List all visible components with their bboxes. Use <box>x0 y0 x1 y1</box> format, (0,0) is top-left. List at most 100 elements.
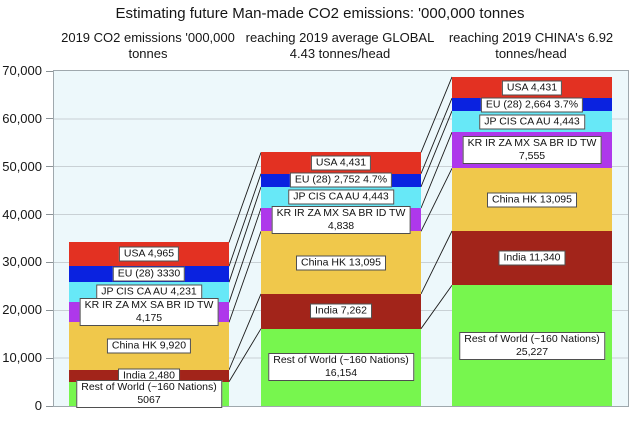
y-axis-tick <box>46 118 53 120</box>
connector-line <box>228 152 262 243</box>
bar-2019-actual: USA 4,965 EU (28) 3330 JP CIS CA AU 4,231 K… <box>69 242 229 408</box>
segment-label-line: USA 4,431 <box>506 81 558 94</box>
bar-segment-india: India 7,262 <box>261 293 421 329</box>
segment-label-rest-of-world-160-nations: Rest of World (~160 Nations) 25,227 <box>459 331 605 360</box>
column-header-line: tonnes/head <box>495 46 567 61</box>
segment-label-line: JP CIS CA AU 4,443 <box>293 190 389 203</box>
column-header-3: reaching 2019 CHINA's 6.92 tonnes/head <box>421 30 640 62</box>
y-axis-label: 50,000 <box>2 158 42 174</box>
y-axis-label: 30,000 <box>2 254 42 270</box>
connector-line <box>228 231 262 323</box>
segment-label-line: China HK 9,920 <box>111 339 187 352</box>
segment-label-usa: USA 4,965 <box>118 246 180 262</box>
bar-segment-jp-cis-ca-au: JP CIS CA AU 4,231 <box>69 282 229 303</box>
column-header-2: reaching 2019 average GLOBAL 4.43 tonnes/… <box>230 30 450 62</box>
segment-label-line: JP CIS CA AU 4,443 <box>484 115 580 128</box>
bar-segment-india: India 2,480 <box>69 368 229 384</box>
segment-label-line: China HK 13,095 <box>301 256 381 269</box>
y-axis-tick <box>46 261 53 263</box>
y-axis-label: 20,000 <box>2 302 42 318</box>
connector-line <box>420 97 453 174</box>
segment-label-line: KR IR ZA MX SA BR ID TW <box>84 299 214 312</box>
y-axis-tick <box>46 309 53 311</box>
segment-label-india: India 11,340 <box>498 250 566 266</box>
y-axis-label: 70,000 <box>2 63 42 78</box>
column-header-line: 4.43 tonnes/head <box>289 46 391 61</box>
column-header-line: tonnes <box>128 46 168 61</box>
bar-china-level-6-92: USA 4,431 EU (28) 2,664 3.7% JP CIS CA AU … <box>452 76 612 406</box>
column-header-line: 2019 CO2 emissions '000,000 <box>61 30 235 45</box>
segment-label-line: 4,175 <box>135 312 163 325</box>
segment-label-line: 25,227 <box>515 345 549 358</box>
column-header-1: 2019 CO2 emissions '000,000 tonnes <box>38 30 258 62</box>
segment-label-line: KR IR ZA MX SA BR ID TW <box>276 206 406 219</box>
bar-segment-usa: USA 4,431 <box>452 76 612 99</box>
y-axis-label: 60,000 <box>2 110 42 126</box>
bar-segment-eu-28: EU (28) 3330 <box>69 266 229 283</box>
segment-label-china-hk: China HK 13,095 <box>487 192 577 208</box>
connector-line <box>420 76 453 153</box>
bar-segment-kr-ir-za-mx-sa-br-id-tw: KR IR ZA MX SA BR ID TW 4,838 <box>261 205 421 234</box>
segment-label-line: USA 4,965 <box>123 247 175 260</box>
connector-lines <box>228 76 453 382</box>
segment-label-line: India 11,340 <box>503 251 561 264</box>
segment-label-line: KR IR ZA MX SA BR ID TW <box>467 137 597 150</box>
segment-label-jp-cis-ca-au: JP CIS CA AU 4,443 <box>288 189 394 205</box>
segment-label-jp-cis-ca-au: JP CIS CA AU 4,443 <box>479 114 585 130</box>
segment-label-kr-ir-za-mx-sa-br-id-tw: KR IR ZA MX SA BR ID TW 7,555 <box>462 136 602 165</box>
segment-label-line: India 2,480 <box>123 369 175 382</box>
segment-label-china-hk: China HK 9,920 <box>106 338 192 354</box>
segment-label-line: China HK 13,095 <box>492 193 572 206</box>
segment-label-usa: USA 4,431 <box>501 80 563 96</box>
segment-label-line: EU (28) 2,752 4.7% <box>294 173 388 186</box>
connector-line <box>420 110 453 188</box>
segment-label-kr-ir-za-mx-sa-br-id-tw: KR IR ZA MX SA BR ID TW 4,838 <box>271 205 411 234</box>
segment-label-eu-28: EU (28) 2,664 3.7% <box>480 97 584 113</box>
segment-label-rest-of-world-160-nations: Rest of World (~160 Nations) 5067 <box>76 379 222 408</box>
y-axis-tick <box>46 405 53 407</box>
y-axis-label: 0 <box>34 398 42 413</box>
connector-line <box>228 186 262 283</box>
connector-line <box>420 132 453 209</box>
connector-line <box>420 230 453 295</box>
segment-label-eu-28: EU (28) 3330 <box>112 266 186 282</box>
bar-segment-rest-of-world-160-nations: Rest of World (~160 Nations) 25,227 <box>452 285 612 406</box>
connector-line <box>228 328 262 382</box>
bar-segment-jp-cis-ca-au: JP CIS CA AU 4,443 <box>261 186 421 209</box>
column-header-line: reaching 2019 CHINA's 6.92 <box>448 30 614 45</box>
bar-segment-usa: USA 4,431 <box>261 152 421 174</box>
segment-label-rest-of-world-160-nations: Rest of World (~160 Nations) 16,154 <box>268 353 414 382</box>
bar-segment-rest-of-world-160-nations: Rest of World (~160 Nations) 5067 <box>69 379 229 408</box>
segment-label-line: 5067 <box>137 393 161 406</box>
segment-label-line: EU (28) 3330 <box>117 267 181 280</box>
bar-segment-india: India 11,340 <box>452 230 612 286</box>
segment-label-india: India 2,480 <box>118 368 180 384</box>
segment-label-line: Rest of World (~160 Nations) <box>81 380 217 393</box>
y-axis-tick <box>46 357 53 359</box>
bar-segment-china-hk: China HK 13,095 <box>261 231 421 294</box>
column-header-line: reaching 2019 average GLOBAL <box>245 30 435 45</box>
bar-segment-china-hk: China HK 13,095 <box>452 168 612 231</box>
bar-segment-rest-of-world-160-nations: Rest of World (~160 Nations) 16,154 <box>261 328 421 406</box>
y-axis-tick <box>46 214 53 216</box>
segment-label-jp-cis-ca-au: JP CIS CA AU 4,231 <box>96 284 202 300</box>
segment-label-line: 16,154 <box>324 367 358 380</box>
segment-label-kr-ir-za-mx-sa-br-id-tw: KR IR ZA MX SA BR ID TW 4,175 <box>79 298 219 327</box>
connector-line <box>228 173 262 267</box>
y-axis-label: 40,000 <box>2 206 42 222</box>
segment-label-line: 4,838 <box>327 219 355 232</box>
bar-segment-kr-ir-za-mx-sa-br-id-tw: KR IR ZA MX SA BR ID TW 4,175 <box>69 298 229 327</box>
bar-segment-usa: USA 4,965 <box>69 242 229 267</box>
segment-label-line: EU (28) 2,664 3.7% <box>485 98 579 111</box>
plot-area: USA 4,965 EU (28) 3330 JP CIS CA AU 4,231 K… <box>53 70 629 408</box>
y-axis-tick <box>46 70 53 72</box>
segment-label-line: Rest of World (~160 Nations) <box>273 354 409 367</box>
y-axis-label: 10,000 <box>2 350 42 366</box>
segment-label-line: 7,555 <box>518 150 546 163</box>
bar-segment-kr-ir-za-mx-sa-br-id-tw: KR IR ZA MX SA BR ID TW 7,555 <box>452 132 612 169</box>
connector-line <box>228 293 262 371</box>
segment-label-china-hk: China HK 13,095 <box>296 255 386 271</box>
bar-global-average-4-43: USA 4,431 EU (28) 2,752 4.7% JP CIS CA AU … <box>261 152 421 406</box>
segment-label-usa: USA 4,431 <box>310 155 372 171</box>
